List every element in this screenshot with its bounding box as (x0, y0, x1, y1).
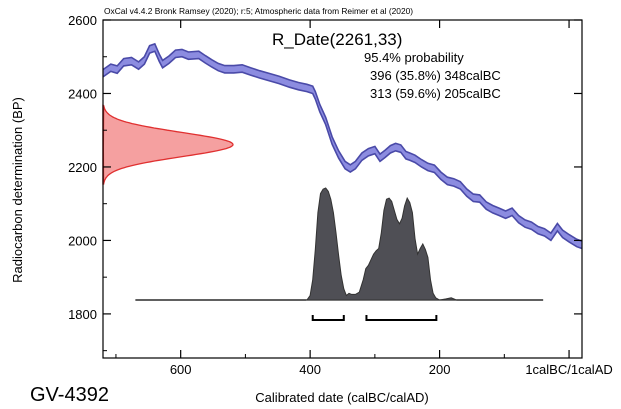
calibrated-distribution (305, 187, 457, 301)
y-tick-label: 1800 (68, 307, 97, 322)
range-bracket-2 (365, 315, 438, 321)
chart-title: R_Date(2261,33) (272, 30, 402, 49)
plot-frame (102, 19, 583, 359)
calibration-curve-upper-edge (102, 42, 583, 242)
y-tick-label: 2200 (68, 160, 97, 175)
sample-label: GV-4392 (30, 384, 109, 406)
x-axis-title: Calibrated date (calBC/calAD) (255, 390, 428, 405)
range-label-2: 313 (59.6%) 205calBC (370, 86, 501, 101)
y-tick-label: 2000 (68, 233, 97, 248)
calibration-curve-layer (102, 42, 583, 250)
range-bracket-1 (311, 315, 345, 321)
x-tick-label: 400 (299, 362, 321, 377)
radiocarbon-distribution-layer (102, 104, 234, 185)
x-tick-label: 1calBC/1calAD (525, 362, 612, 377)
range-label-1: 396 (35.8%) 348calBC (370, 68, 501, 83)
probability-label: 95.4% probability (364, 50, 464, 65)
y-tick-label: 2600 (68, 13, 97, 28)
radiocarbon-distribution (102, 104, 234, 185)
x-tick-label: 200 (429, 362, 451, 377)
x-tick-label: 600 (170, 362, 192, 377)
y-axis-title: Radiocarbon determination (BP) (10, 97, 25, 283)
calibrated-distribution-layer (135, 187, 544, 301)
oxcal-header: OxCal v4.4.2 Bronk Ramsey (2020); r:5; A… (104, 6, 413, 16)
axes-layer: 1800 2000 2200 2400 2600 600 400 200 1calBC/1cal… (68, 13, 613, 377)
range-brackets-layer (311, 315, 438, 321)
calibration-curve-band (103, 43, 582, 249)
calibration-curve-lower-edge (102, 50, 583, 250)
y-tick-label: 2400 (68, 86, 97, 101)
